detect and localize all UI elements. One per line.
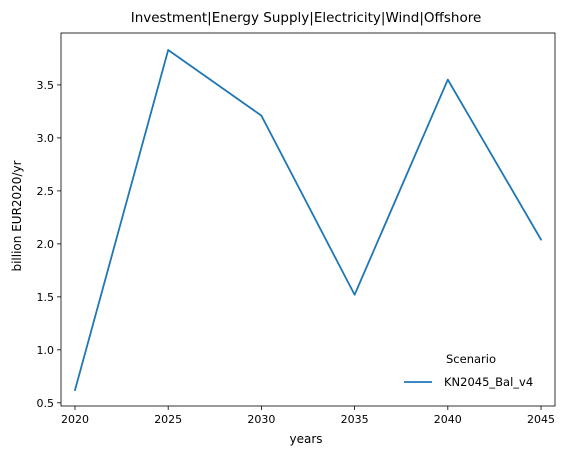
y-axis-label: billion EUR2020/yr xyxy=(10,160,24,271)
y-tick-label: 3.5 xyxy=(37,79,55,92)
plot-area xyxy=(60,32,556,407)
x-axis-label: years xyxy=(289,432,322,446)
series-line xyxy=(74,49,542,392)
data-point xyxy=(74,389,76,391)
y-tick-label: 1.0 xyxy=(37,344,55,357)
chart-title: Investment|Energy Supply|Electricity|Win… xyxy=(131,10,482,26)
x-tick-label: 2045 xyxy=(527,413,555,426)
y-tick-label: 0.5 xyxy=(37,397,55,410)
y-tick-label: 3.0 xyxy=(37,132,55,145)
data-point xyxy=(540,239,542,241)
legend-title: Scenario xyxy=(446,352,496,366)
x-tick-label: 2020 xyxy=(61,413,89,426)
y-tick-label: 2.0 xyxy=(37,238,55,251)
x-tick-label: 2040 xyxy=(434,413,462,426)
y-tick-label: 1.5 xyxy=(37,291,55,304)
x-axis: 2020 2025 2030 2035 2040 2045 xyxy=(61,406,555,426)
data-point xyxy=(167,49,169,51)
x-tick-label: 2035 xyxy=(341,413,369,426)
x-tick-label: 2025 xyxy=(154,413,182,426)
legend: Scenario KN2045_Bal_v4 xyxy=(404,352,533,389)
data-point xyxy=(447,79,449,81)
data-point xyxy=(354,294,356,296)
y-tick-label: 2.5 xyxy=(37,185,55,198)
plot-frame xyxy=(60,32,556,407)
data-point xyxy=(260,115,262,117)
y-axis: 0.5 1.0 1.5 2.0 2.5 3.0 3.5 xyxy=(37,79,61,410)
x-tick-label: 2030 xyxy=(247,413,275,426)
legend-entry-label: KN2045_Bal_v4 xyxy=(444,375,533,389)
